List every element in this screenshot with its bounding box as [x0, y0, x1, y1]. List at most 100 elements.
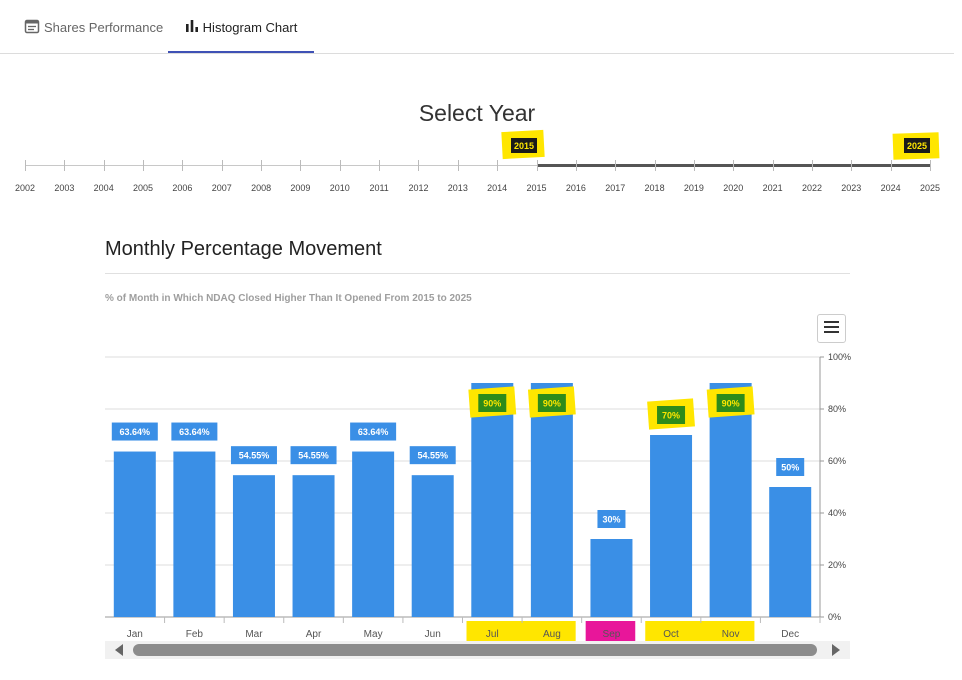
bar	[173, 451, 216, 617]
year-tick-label[interactable]: 2004	[93, 183, 114, 193]
year-tick-label[interactable]: 2005	[133, 183, 154, 193]
year-tick	[221, 160, 223, 171]
year-tick-label[interactable]: 2022	[801, 183, 822, 193]
year-tick	[339, 160, 341, 171]
year-tick-label[interactable]: 2024	[880, 183, 901, 193]
y-axis-label: 80%	[828, 404, 846, 414]
year-tick-label[interactable]: 2007	[211, 183, 232, 193]
category-label: Feb	[186, 629, 204, 640]
year-tick	[575, 160, 577, 171]
category-label: Oct	[663, 629, 679, 640]
year-tick-label[interactable]: 2008	[251, 183, 272, 193]
data-label-box	[478, 394, 507, 412]
year-tick-label[interactable]: 2003	[54, 183, 75, 193]
category-label: Jul	[486, 629, 499, 640]
category-label: Aug	[543, 629, 561, 640]
tab-shares-performance[interactable]: Shares Performance	[24, 0, 163, 54]
year-tick	[615, 160, 617, 171]
data-label: 30%	[602, 515, 620, 525]
bar	[590, 539, 633, 617]
data-label: 90%	[483, 399, 501, 409]
active-tab-indicator	[168, 51, 314, 53]
hamburger-menu-icon	[824, 320, 839, 338]
year-tick-label[interactable]: 2023	[841, 183, 862, 193]
data-label-box	[776, 458, 805, 476]
year-tick	[497, 160, 499, 171]
year-tick-label[interactable]: 2012	[408, 183, 429, 193]
year-tick	[64, 160, 66, 171]
data-label-box	[230, 446, 277, 465]
scroll-left-arrow-icon[interactable]	[113, 643, 125, 657]
calendar-icon	[24, 18, 40, 37]
category-label: Jun	[425, 629, 441, 640]
data-label: 54.55%	[298, 451, 329, 461]
tab-histogram-chart-label: Histogram Chart	[202, 19, 298, 35]
bar	[530, 383, 573, 617]
year-tick	[890, 160, 892, 171]
scrollbar-thumb[interactable]	[133, 644, 817, 656]
year-tick-label[interactable]: 2019	[683, 183, 704, 193]
category-label: Dec	[781, 629, 799, 640]
scroll-right-arrow-icon[interactable]	[830, 643, 842, 657]
chart-divider	[105, 273, 850, 274]
year-tick	[693, 160, 695, 171]
category-label: Jan	[127, 629, 143, 640]
data-label: 63.64%	[179, 427, 210, 437]
category-label: Sep	[603, 629, 621, 640]
tab-histogram-chart[interactable]: Histogram Chart	[168, 0, 314, 54]
y-axis-label: 0%	[828, 612, 841, 622]
category-label: Nov	[722, 629, 740, 640]
year-tick	[733, 160, 735, 171]
bar	[352, 451, 395, 617]
bar	[411, 475, 454, 617]
data-label-box	[111, 422, 158, 441]
data-label-box	[716, 394, 745, 412]
bar	[709, 383, 752, 617]
data-label: 90%	[722, 399, 740, 409]
tab-bar: Shares Performance Histogram Chart	[0, 0, 954, 54]
year-tick	[418, 160, 420, 171]
y-axis-label: 40%	[828, 508, 846, 518]
year-tick-label[interactable]: 2014	[487, 183, 508, 193]
year-tick-label[interactable]: 2010	[329, 183, 350, 193]
year-tick	[300, 160, 302, 171]
y-axis-label: 60%	[828, 456, 846, 466]
bar	[471, 383, 514, 617]
year-tick-label[interactable]: 2021	[762, 183, 783, 193]
end-year-handle[interactable]: 2025	[904, 138, 930, 153]
data-label-box	[290, 446, 337, 465]
data-label: 63.64%	[120, 427, 151, 437]
year-tick-label[interactable]: 2015	[526, 183, 547, 193]
year-tick	[851, 160, 853, 171]
start-year-handle[interactable]: 2015	[511, 138, 537, 153]
year-tick-label[interactable]: 2009	[290, 183, 311, 193]
chart-menu-button[interactable]	[817, 314, 846, 343]
year-tick-label[interactable]: 2013	[447, 183, 468, 193]
year-tick	[261, 160, 263, 171]
data-label-box	[171, 422, 218, 441]
year-tick	[536, 160, 538, 171]
year-tick-label[interactable]: 2002	[14, 183, 36, 193]
year-tick-label[interactable]: 2018	[644, 183, 665, 193]
year-tick-label[interactable]: 2025	[919, 183, 941, 193]
year-tick-label[interactable]: 2006	[172, 183, 193, 193]
year-tick	[457, 160, 459, 171]
year-tick-label[interactable]: 2011	[369, 183, 389, 193]
year-slider-track[interactable]	[25, 165, 930, 166]
category-label: May	[364, 629, 383, 640]
data-label: 63.64%	[358, 427, 389, 437]
year-tick-label[interactable]: 2017	[605, 183, 626, 193]
bar	[769, 487, 812, 617]
year-tick-label[interactable]: 2016	[565, 183, 586, 193]
data-label-box	[537, 394, 566, 412]
category-label: Apr	[306, 629, 322, 640]
data-label: 90%	[543, 399, 561, 409]
year-tick	[379, 160, 381, 171]
year-tick-label[interactable]: 2020	[723, 183, 744, 193]
bar	[113, 451, 156, 617]
year-tick	[930, 160, 931, 171]
data-label-box	[657, 406, 686, 424]
year-tick	[811, 160, 813, 171]
chart-subtitle: % of Month in Which NDAQ Closed Higher T…	[105, 293, 472, 304]
